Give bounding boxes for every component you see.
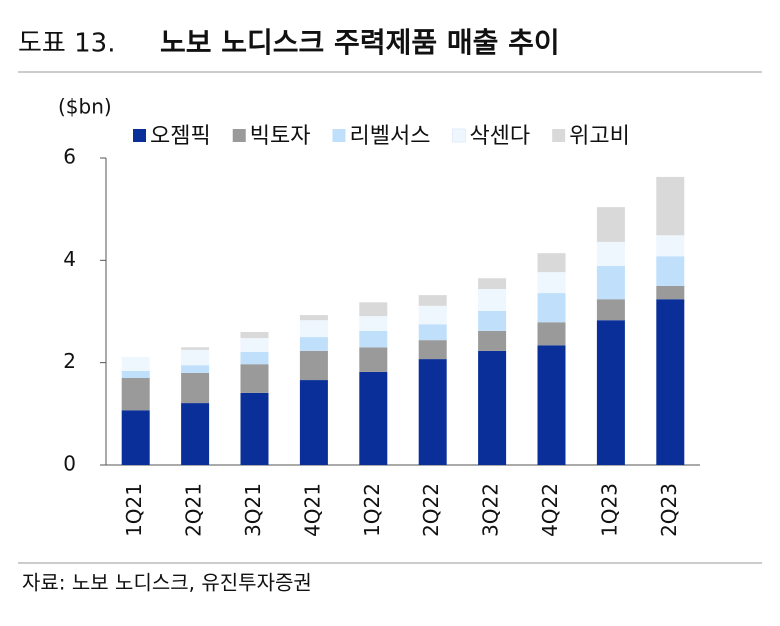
legend-swatch [133, 129, 146, 142]
bar-segment [121, 357, 150, 371]
bar-segment [359, 302, 388, 317]
bar-segment [240, 351, 269, 365]
bar-segment [478, 350, 507, 465]
bar-segment [299, 350, 328, 381]
x-tick-label: 2Q21 [182, 483, 206, 537]
bar-segment [181, 347, 210, 350]
y-tick-label: 2 [63, 349, 76, 373]
source: 자료: 노보 노디스크, 유진투자증권 [22, 571, 312, 595]
bar-segment [537, 253, 566, 273]
bar-segment [478, 278, 507, 289]
bar-segment [359, 347, 388, 372]
bar-segment [596, 265, 625, 300]
legend-swatch [552, 129, 566, 142]
bar-segment [418, 340, 447, 360]
legend-swatch [451, 128, 466, 143]
x-tick-label: 2Q22 [419, 483, 443, 537]
x-tick-label: 4Q22 [538, 483, 562, 537]
legend-label: 빅토자 [250, 124, 311, 149]
bar-segment [240, 338, 269, 352]
legend-label: 리벨서스 [349, 124, 430, 149]
bar-segment [596, 207, 625, 242]
x-tick-label: 1Q22 [360, 483, 384, 537]
x-tick-label: 3Q21 [241, 483, 265, 537]
bar-segment [181, 365, 210, 373]
bar-segment [596, 320, 625, 465]
bar-segment [299, 380, 328, 465]
bar-segment [418, 305, 447, 325]
bar-segment [121, 370, 150, 379]
x-tick-label: 3Q22 [479, 483, 503, 537]
chart-title: 노보 노디스크 주력제품 매출 추이 [160, 26, 560, 59]
y-tick-label: 4 [63, 247, 76, 271]
legend-swatch [332, 129, 346, 142]
bar-segment [537, 345, 566, 465]
x-tick-label: 1Q23 [597, 483, 621, 537]
legend-label: 위고비 [569, 124, 630, 149]
bar-segment [240, 331, 269, 339]
x-tick-label: 4Q21 [300, 483, 324, 537]
bar-segment [181, 372, 210, 404]
bar-segment [299, 315, 328, 321]
bar-segment [656, 256, 685, 286]
y-tick-label: 6 [63, 145, 76, 169]
x-tick-label: 2Q23 [657, 483, 681, 537]
bar-segment [418, 359, 447, 465]
bar-segment [656, 285, 685, 300]
bar-segment [121, 378, 150, 411]
bar-segment [359, 330, 388, 348]
bar-segment [181, 403, 210, 465]
legend-swatch [232, 129, 246, 142]
bar-segment [359, 316, 388, 331]
bar-segment [240, 392, 269, 465]
bar-segment [418, 295, 447, 306]
y-tick-label: 0 [63, 452, 76, 476]
bar-segment [537, 272, 566, 294]
bar-segment [478, 310, 507, 331]
figure-label: 도표 13. [18, 29, 115, 59]
bar-segment [537, 293, 566, 323]
bar-segment [656, 235, 685, 257]
bar-segment [537, 322, 566, 346]
legend-label: 오젬픽 [150, 124, 211, 149]
bar-segment [299, 320, 328, 338]
bar-segment [478, 288, 507, 311]
bar-segment [121, 410, 150, 465]
legend-label: 삭센다 [469, 124, 530, 149]
x-tick-label: 1Q21 [122, 483, 146, 537]
y-axis-label: ($bn) [58, 95, 112, 119]
bar-segment [596, 299, 625, 321]
bar-segment [478, 330, 507, 351]
bar-segment [418, 324, 447, 341]
bar-segment [299, 337, 328, 351]
bar-segment [656, 299, 685, 465]
bar-segment [181, 349, 210, 366]
bar-segment [656, 176, 685, 236]
bar-segment [596, 241, 625, 266]
bar-segment [240, 364, 269, 393]
bar-segment [359, 371, 388, 465]
